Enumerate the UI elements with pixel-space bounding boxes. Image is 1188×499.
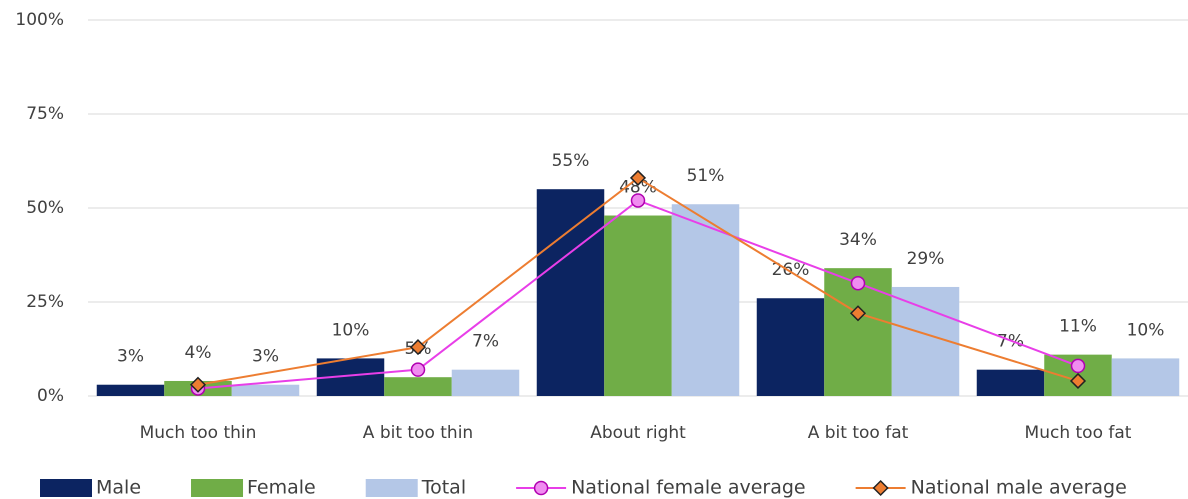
line-marker — [410, 362, 426, 377]
y-tick-label: 75% — [26, 104, 64, 124]
data-label: 4% — [185, 343, 212, 363]
bar — [604, 215, 672, 396]
data-label: 11% — [1059, 317, 1097, 337]
legend-label: National male average — [911, 477, 1127, 499]
x-tick-label: A bit too fat — [808, 423, 909, 443]
bar — [451, 369, 520, 396]
y-tick-label: 100% — [15, 10, 64, 30]
line-marker — [872, 479, 889, 497]
data-label: 29% — [907, 249, 945, 269]
bar — [384, 377, 452, 396]
line-marker — [629, 169, 647, 186]
legend-label: Male — [96, 477, 141, 499]
line-marker — [849, 305, 867, 322]
y-tick-label: 25% — [26, 292, 64, 312]
data-label: 7% — [997, 332, 1024, 352]
x-tick-label: Much too fat — [1025, 423, 1132, 443]
legend-label: Female — [247, 477, 316, 499]
x-tick-label: Much too thin — [140, 423, 257, 443]
data-label: 7% — [472, 332, 499, 352]
legend-swatch — [191, 479, 244, 497]
data-label: 3% — [252, 347, 279, 367]
line-marker — [189, 376, 207, 393]
line-marker — [630, 193, 646, 208]
line-marker — [1069, 372, 1087, 390]
bar — [756, 298, 825, 396]
legend-swatch — [40, 479, 92, 497]
bar — [1111, 358, 1180, 396]
data-label: 55% — [552, 151, 590, 171]
line-marker — [409, 339, 427, 356]
bar — [231, 384, 300, 396]
y-tick-label: 50% — [26, 198, 64, 218]
data-label: 10% — [332, 320, 370, 340]
legend: Male Female Total National female average Na… — [40, 477, 1127, 499]
data-label: 48% — [619, 178, 657, 198]
line-marker — [850, 275, 866, 291]
legend-label: Total — [421, 477, 466, 499]
bar — [976, 369, 1045, 396]
legend-label: National female average — [571, 477, 806, 499]
data-label: 51% — [687, 166, 725, 186]
data-label: 10% — [1127, 320, 1165, 340]
legend-swatch — [365, 479, 418, 497]
x-tick-label: A bit too thin — [363, 423, 473, 443]
bar — [536, 189, 605, 396]
data-label: 3% — [117, 347, 144, 367]
bar — [96, 384, 165, 396]
y-tick-label: 0% — [37, 386, 64, 406]
line-marker — [1070, 358, 1086, 374]
bar — [671, 204, 740, 396]
x-tick-label: About right — [590, 423, 686, 443]
data-label: 34% — [839, 230, 877, 250]
line-marker — [533, 480, 549, 496]
